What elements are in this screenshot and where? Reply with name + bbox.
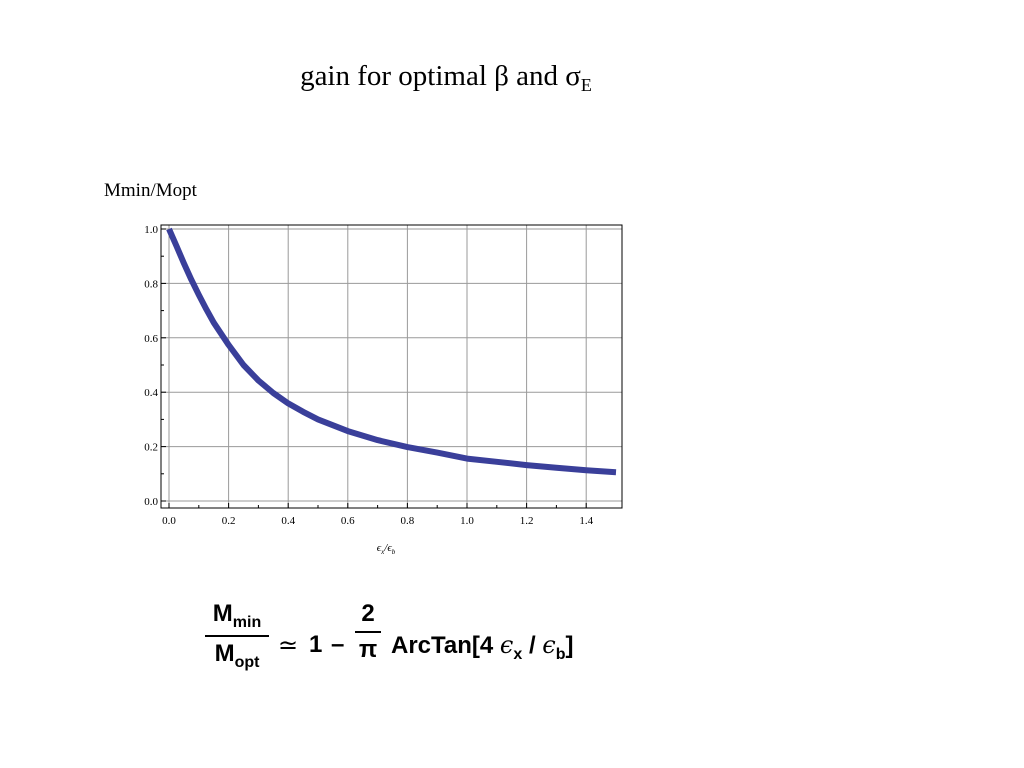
x-tick-label: 1.0: [460, 515, 474, 527]
epsilon-x: ϵ: [499, 631, 514, 659]
lhs-denominator: M: [214, 640, 235, 667]
closing-bracket: ]: [565, 632, 574, 659]
y-tick-label: 0.0: [144, 496, 158, 508]
lhs-fraction: Mmin Mopt: [205, 600, 269, 672]
arctan-prefix: ArcTan[4: [391, 632, 500, 659]
series-line: [166, 227, 617, 476]
y-tick-label: 1.0: [144, 224, 158, 236]
x-subscript: x: [513, 646, 523, 663]
y-tick-label: 0.8: [144, 278, 158, 290]
lhs-denominator-sub: opt: [234, 654, 260, 671]
series-layer: [166, 227, 617, 476]
y-tick-label: 0.4: [144, 387, 158, 399]
rhs-fraction: 2 π: [355, 600, 381, 664]
x-tick-label: 0.6: [341, 515, 355, 527]
lhs-fraction-bar: [205, 635, 269, 637]
rhs-numerator: 2: [361, 600, 375, 627]
slide-title: gain for optimal β and σE: [0, 60, 892, 96]
b-subscript: b: [555, 646, 566, 663]
grid-lines: [161, 225, 622, 508]
rhs-denominator: π: [358, 636, 378, 663]
slash: /: [522, 632, 543, 659]
x-tick-label: 0.2: [222, 515, 236, 527]
x-tick-label: 0.8: [401, 515, 415, 527]
epsilon-b: ϵ: [542, 631, 556, 659]
y-axis-label: Mmin/Mopt: [104, 180, 197, 201]
axis-ticks: 0.0 0.2 0.4 0.6 0.8 1.0 1.2 1.4 0.0 0.2 0.4 0.6 0.8 1…: [144, 224, 593, 527]
x-tick-label: 0.4: [281, 515, 295, 527]
rhs-fraction-bar: [355, 631, 381, 633]
formula-minus: –: [331, 631, 345, 658]
arctan-expression: ArcTan[4 ϵx / ϵb]: [391, 631, 574, 664]
y-tick-label: 0.2: [144, 442, 158, 454]
approx-symbol: ≃: [278, 632, 299, 659]
formula: Mmin Mopt ≃ 1 – 2 π ArcTan[4 ϵx / ϵb]: [205, 600, 625, 700]
y-tick-label: 0.6: [144, 333, 158, 345]
title-subscript: E: [580, 75, 592, 95]
x-tick-label: 1.4: [579, 515, 593, 527]
lhs-numerator: M: [212, 600, 233, 627]
x-tick-label: 1.2: [520, 515, 534, 527]
lhs-numerator-sub: min: [232, 614, 262, 631]
x-tick-label: 0.0: [162, 515, 176, 527]
plot-frame: [160, 224, 623, 509]
title-text: gain for optimal β and σ: [300, 60, 581, 92]
gain-chart: 0.0 0.2 0.4 0.6 0.8 1.0 1.2 1.4 0.0 0.2 0.4 0.6 0.8 1…: [144, 224, 623, 556]
x-axis-label: ϵx/ϵb: [377, 542, 396, 556]
formula-one: 1: [309, 631, 323, 658]
